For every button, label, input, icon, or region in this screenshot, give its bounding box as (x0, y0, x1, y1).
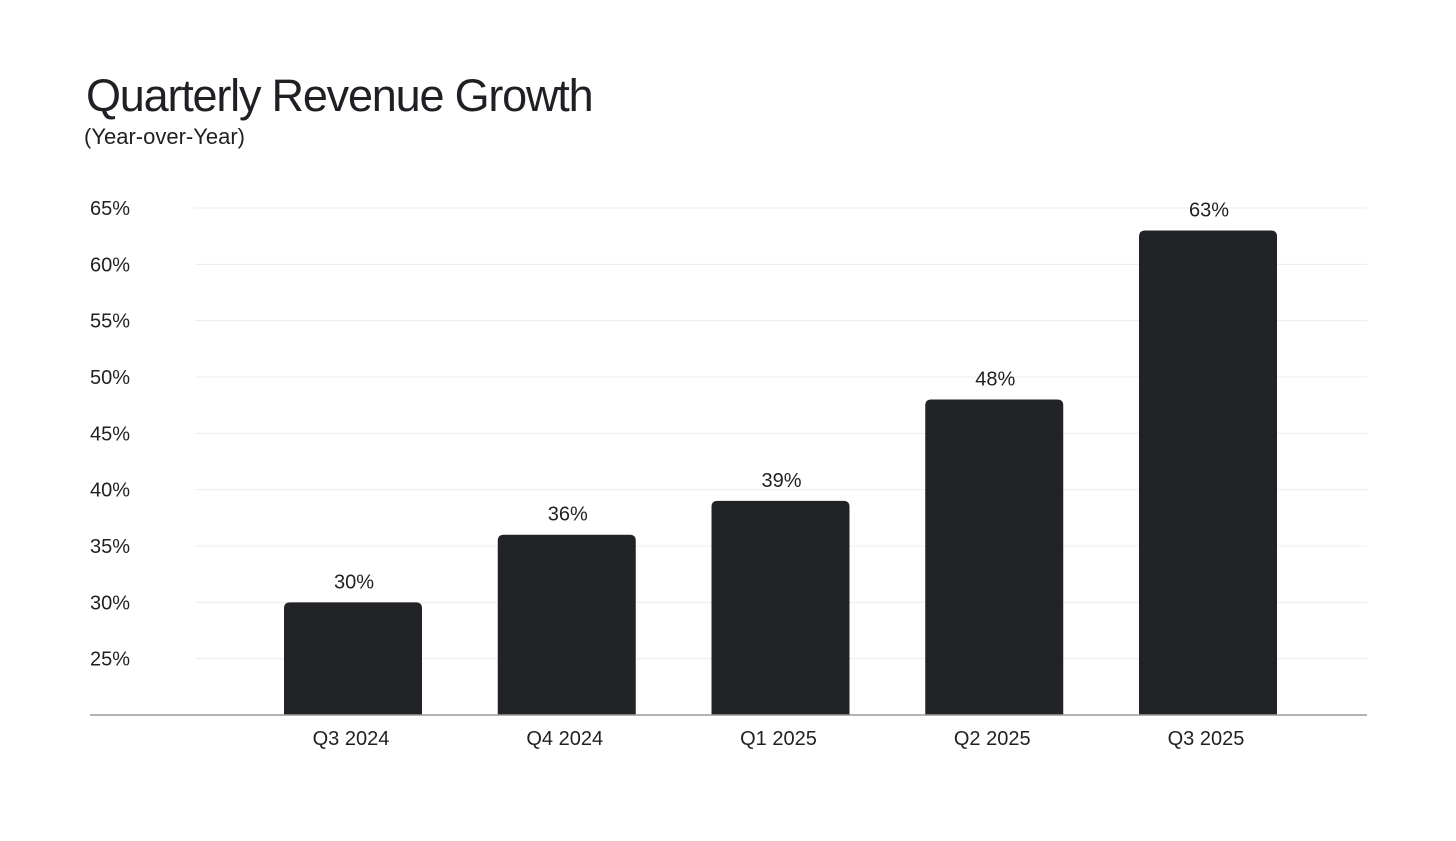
chart-title: Quarterly Revenue Growth (86, 70, 594, 121)
y-axis-tick-labels: 25% 30% 35% 40% 45% 50% 55% 60% 65% (90, 198, 130, 671)
x-tick-label: Q4 2024 (526, 728, 603, 750)
bars (284, 230, 1277, 716)
bar-q1-2025 (711, 500, 850, 715)
bar-q3-2024 (284, 602, 422, 715)
y-tick-label: 65% (90, 198, 130, 220)
x-tick-label: Q2 2025 (954, 728, 1031, 750)
y-tick-label: 55% (90, 311, 130, 333)
x-tick-label: Q3 2024 (313, 728, 390, 750)
data-label: 30% (334, 571, 374, 593)
x-tick-label: Q1 2025 (740, 728, 817, 750)
data-label: 63% (1189, 200, 1229, 222)
y-tick-label: 60% (90, 254, 130, 276)
y-tick-label: 40% (90, 480, 130, 502)
y-tick-label: 50% (90, 367, 130, 389)
chart-subtitle: (Year-over-Year) (84, 124, 246, 149)
bar-q4-2024 (497, 534, 636, 715)
y-tick-label: 25% (90, 649, 130, 671)
x-tick-label: Q3 2025 (1168, 728, 1245, 750)
bar-q2-2025 (925, 399, 1064, 715)
y-tick-label: 35% (90, 536, 130, 558)
data-label: 36% (548, 504, 588, 526)
data-labels: 30% 36% 39% 48% 63% (334, 200, 1229, 594)
x-axis-tick-labels: Q3 2024 Q4 2024 Q1 2025 Q2 2025 Q3 2025 (313, 728, 1245, 750)
y-tick-label: 30% (90, 592, 130, 614)
data-label: 48% (975, 369, 1015, 391)
data-label: 39% (761, 470, 801, 492)
bar-q3-2025 (1139, 230, 1277, 716)
y-tick-label: 45% (90, 423, 130, 445)
